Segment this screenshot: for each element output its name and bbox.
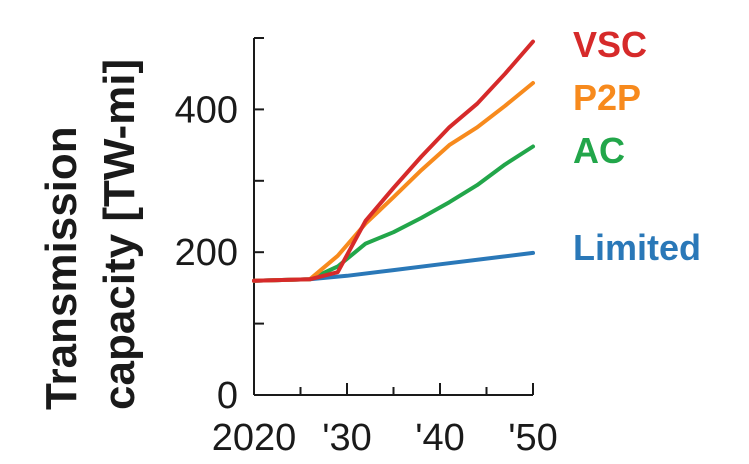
- legend-label-limited: Limited: [573, 227, 701, 268]
- legend-label-vsc: VSC: [573, 24, 647, 65]
- y-tick-label: 400: [175, 89, 238, 131]
- series-line-p2p: [252, 81, 535, 283]
- legend-label-p2p: P2P: [573, 77, 641, 118]
- legend-label-ac: AC: [573, 130, 625, 171]
- x-tick-label: '50: [508, 417, 558, 459]
- series-lines: [252, 39, 535, 283]
- axes: 0 200 400 2020 '30 '40 '50: [175, 37, 558, 459]
- x-tick-label: '40: [415, 417, 465, 459]
- x-tick-label: 2020: [212, 417, 297, 459]
- series-line-ac: [252, 144, 535, 283]
- series-line-vsc: [252, 39, 535, 283]
- y-tick-label: 0: [217, 375, 238, 417]
- y-axis-label-line-1: Transmission: [37, 126, 86, 410]
- y-tick-label: 200: [175, 232, 238, 274]
- x-tick-label: '30: [322, 417, 372, 459]
- legend: Limited AC P2P VSC: [573, 24, 701, 268]
- series-line-limited: [252, 250, 535, 283]
- y-axis-label-line-2: capacity [TW-mi]: [95, 59, 144, 410]
- y-axis-label: Transmission capacity [TW-mi]: [37, 59, 144, 410]
